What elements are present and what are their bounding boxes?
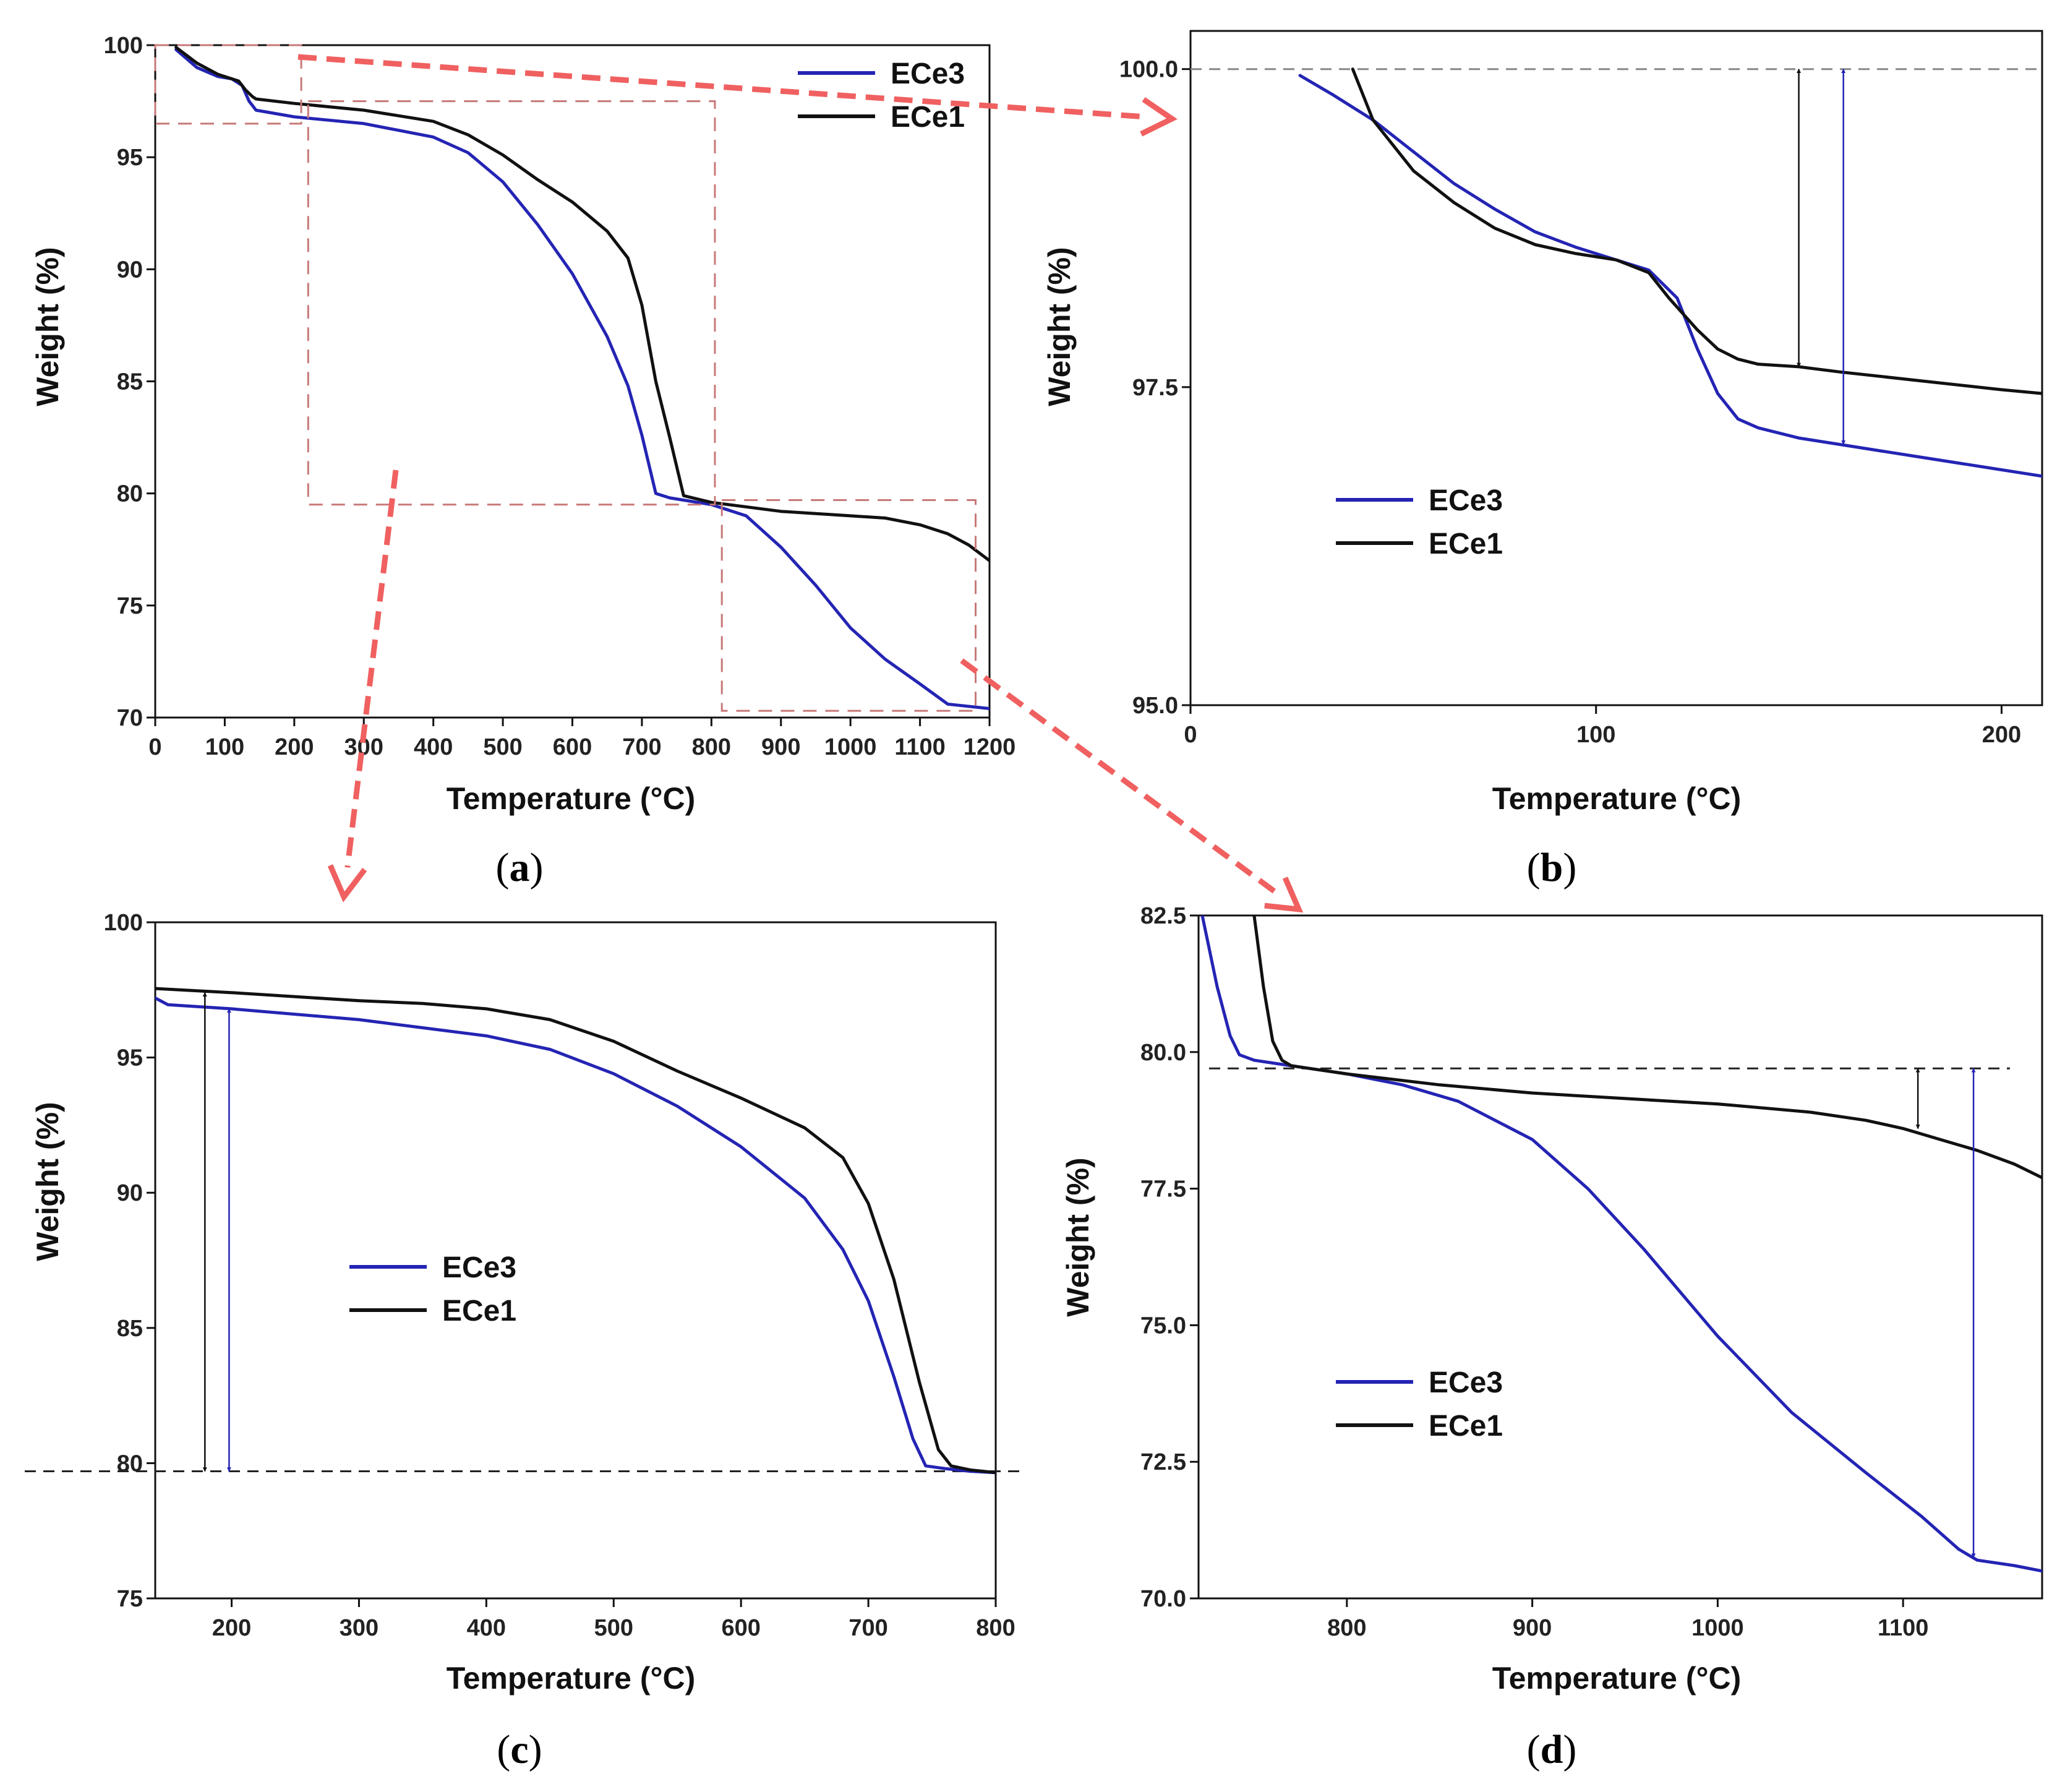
y-tick-label: 95.0	[1132, 693, 1178, 719]
y-tick-label: 75.0	[1140, 1313, 1186, 1339]
x-tick-label: 800	[1327, 1615, 1366, 1641]
x-tick-label: 500	[594, 1615, 633, 1641]
y-tick-label: 97.5	[1132, 375, 1178, 401]
panel-c-x-axis-title: Temperature (°C)	[447, 1661, 695, 1696]
y-tick-label: 100	[104, 910, 143, 936]
panel-a-label: (a)	[496, 845, 544, 890]
panel-c-label: (c)	[497, 1727, 542, 1772]
x-tick-label: 800	[976, 1615, 1015, 1641]
panel-d-frame	[1197, 914, 2043, 1600]
y-tick-label: 80.0	[1140, 1040, 1186, 1066]
series-line-ece1	[155, 987, 996, 1475]
panel-b-plot-area: 0 100 200 95.0 97.5 100.0 ECe3 ECe1	[1119, 30, 2043, 748]
zoom-box-3	[720, 499, 977, 712]
zoom-arrow-to-d-head	[1264, 877, 1304, 913]
x-tick-label: 300	[340, 1615, 378, 1641]
y-tick-label: 75	[117, 593, 143, 619]
x-tick-label: 100	[205, 734, 244, 760]
x-tick-label: 900	[761, 734, 800, 760]
y-tick-label: 77.5	[1140, 1177, 1186, 1203]
x-tick-label: 700	[622, 734, 661, 760]
series-line-ece3	[1200, 915, 2042, 1573]
y-tick-label: 70	[117, 705, 143, 731]
x-tick-label: 0	[1184, 722, 1197, 748]
y-tick-label: 82.5	[1140, 903, 1186, 929]
panel-c-plot-area: 200 300 400 500 600 700 800 75 80 85 90 95 100 ECe3 EC…	[25, 910, 1024, 1641]
panel-a-frame	[154, 44, 991, 719]
panel-b-y-axis-title: Weight (%)	[1042, 247, 1077, 406]
zoom-box-1	[154, 44, 302, 125]
legend-label-ece3: ECe3	[442, 1251, 516, 1284]
panel-d: 800 900 1000 1100 70.0 72.5 75.0 77.5 80.0 82.5 EC…	[1061, 903, 2043, 1772]
zoom-arrow-to-b-head	[1140, 96, 1178, 137]
x-tick-label: 800	[692, 734, 731, 760]
x-tick-label: 200	[275, 734, 314, 760]
legend-label-ece1: ECe1	[891, 101, 965, 134]
panel-b-label: (b)	[1527, 845, 1577, 890]
panel-b: 0 100 200 95.0 97.5 100.0 ECe3 ECe1 Temperature…	[1042, 30, 2043, 890]
panel-d-label: (d)	[1527, 1727, 1577, 1772]
panel-a-plot-area: 0 100 200 300 400 500 600 700 800 900 1000 1100 1200…	[104, 33, 1016, 760]
legend-label-ece1: ECe1	[442, 1295, 516, 1327]
x-tick-label: 500	[483, 734, 522, 760]
panel-c-frame	[154, 921, 997, 1600]
y-tick-label: 75	[117, 1586, 143, 1612]
legend-label-ece3: ECe3	[1429, 484, 1503, 517]
panel-a-x-axis-title: Temperature (°C)	[447, 781, 695, 816]
y-tick-label: 72.5	[1140, 1449, 1186, 1475]
y-tick-label: 70.0	[1140, 1586, 1186, 1612]
legend-label-ece3: ECe3	[1429, 1366, 1503, 1399]
y-tick-label: 100.0	[1119, 57, 1178, 83]
zoom-arrow-to-c-head	[327, 864, 367, 902]
x-tick-label: 400	[414, 734, 453, 760]
panel-c-y-axis-title: Weight (%)	[30, 1102, 65, 1261]
zoom-box-2	[307, 100, 716, 506]
y-tick-label: 85	[117, 369, 143, 395]
x-tick-label: 100	[1576, 722, 1615, 748]
x-tick-label: 200	[1982, 722, 2021, 748]
panel-a-y-axis-title: Weight (%)	[30, 247, 65, 406]
panel-b-x-axis-title: Temperature (°C)	[1492, 781, 1741, 816]
panel-a: 0 100 200 300 400 500 600 700 800 900 1000 1100 1200…	[30, 33, 1015, 890]
y-tick-label: 90	[117, 1180, 143, 1206]
x-tick-label: 1000	[1691, 1615, 1744, 1641]
y-tick-label: 85	[117, 1316, 143, 1342]
x-tick-label: 1100	[1878, 1615, 1928, 1641]
panel-d-plot-area: 800 900 1000 1100 70.0 72.5 75.0 77.5 80.0 82.5 EC…	[1140, 903, 2043, 1641]
zoom-arrow-to-c-shaft	[344, 469, 399, 868]
series-line-ece1	[174, 46, 990, 562]
y-tick-label: 80	[117, 1451, 143, 1477]
y-tick-label: 80	[117, 481, 143, 507]
x-tick-label: 0	[148, 734, 161, 760]
x-tick-label: 400	[467, 1615, 506, 1641]
x-tick-label: 1000	[824, 734, 877, 760]
series-line-ece3	[1298, 74, 2042, 478]
zoom-arrow-to-b-shaft	[297, 54, 1143, 120]
x-tick-label: 1200	[964, 734, 1016, 760]
x-tick-label: 600	[553, 734, 592, 760]
zoom-connector-arrows	[297, 54, 1304, 913]
series-line-ece3	[174, 48, 990, 710]
y-tick-label: 100	[104, 33, 143, 59]
legend-label-ece1: ECe1	[1429, 528, 1503, 560]
x-tick-label: 900	[1513, 1615, 1552, 1641]
series-line-ece1	[1252, 915, 2042, 1180]
y-tick-label: 95	[117, 1045, 143, 1071]
series-line-ece3	[155, 996, 996, 1475]
y-tick-label: 90	[117, 257, 143, 283]
x-tick-label: 200	[212, 1615, 251, 1641]
x-tick-label: 700	[849, 1615, 887, 1641]
legend-label-ece1: ECe1	[1429, 1410, 1503, 1443]
x-tick-label: 600	[721, 1615, 760, 1641]
panel-b-frame	[1189, 30, 2043, 706]
panel-d-x-axis-title: Temperature (°C)	[1492, 1661, 1741, 1696]
zoom-arrow-to-d-shaft	[960, 658, 1277, 894]
panel-c: 200 300 400 500 600 700 800 75 80 85 90 95 100 ECe3 EC…	[25, 910, 1024, 1772]
legend-label-ece3: ECe3	[891, 58, 965, 90]
y-tick-label: 95	[117, 145, 143, 171]
panel-d-y-axis-title: Weight (%)	[1061, 1157, 1095, 1316]
x-tick-label: 1100	[894, 734, 945, 760]
series-line-ece1	[1351, 67, 2042, 395]
